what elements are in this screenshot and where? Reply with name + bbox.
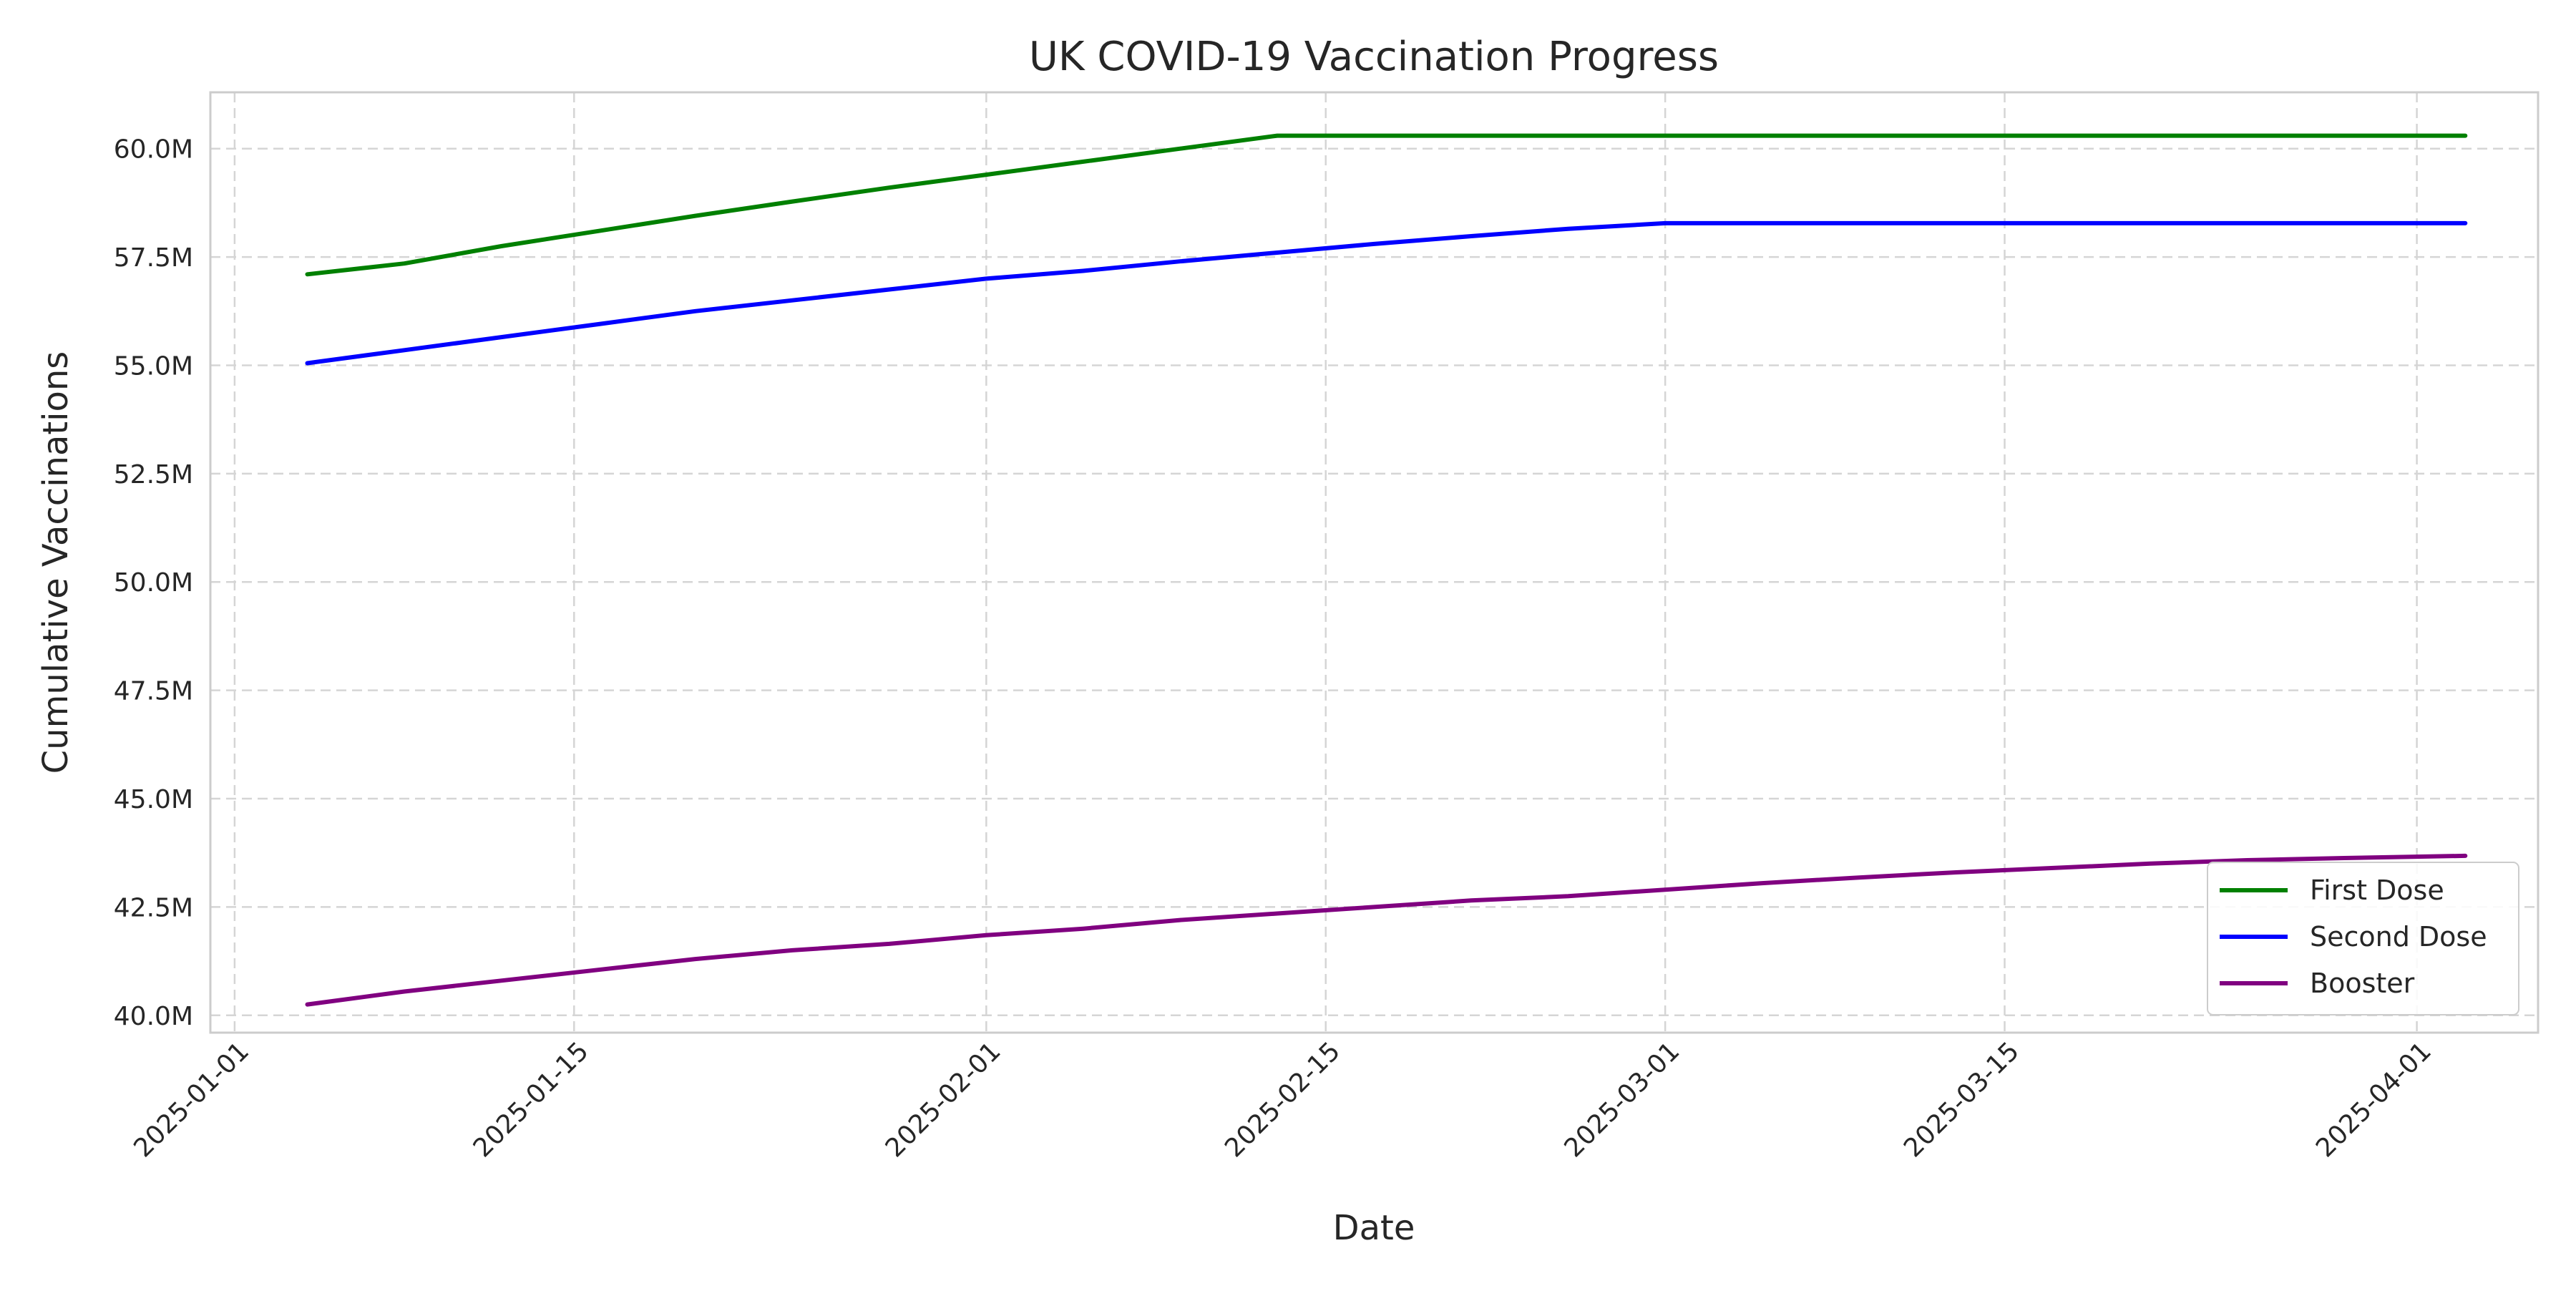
legend-label: Second Dose (2310, 921, 2487, 953)
y-tick-label: 42.5M (114, 893, 193, 922)
y-tick-label: 47.5M (114, 677, 193, 706)
series-line-booster (305, 853, 2468, 1007)
x-tick-labels: 2025-01-01 2025-01-15 2025-02-01 2025-02-15… (128, 1036, 2437, 1163)
y-tick-label: 50.0M (114, 568, 193, 598)
legend: First Dose Second Dose Booster (2207, 862, 2519, 1015)
legend-label: Booster (2310, 968, 2415, 999)
legend-box (2207, 862, 2519, 1015)
y-tick-label: 52.5M (114, 460, 193, 489)
x-tick-label: 2025-02-01 (880, 1036, 1007, 1163)
grid-layer (210, 92, 2538, 1033)
x-tick-label: 2025-01-15 (468, 1036, 595, 1163)
x-tick-label: 2025-04-01 (2311, 1036, 2437, 1163)
y-tick-label: 60.0M (114, 135, 193, 165)
y-tick-label: 55.0M (114, 351, 193, 381)
x-tick-label: 2025-01-01 (128, 1036, 255, 1163)
y-axis-label: Cumulative Vaccinations (36, 351, 76, 774)
chart-title: UK COVID-19 Vaccination Progress (1029, 34, 1719, 80)
y-tick-label: 57.5M (114, 243, 193, 273)
x-tick-label: 2025-02-15 (1219, 1036, 1346, 1163)
plot-frame (209, 91, 2540, 1034)
x-tick-label: 2025-03-01 (1559, 1036, 1686, 1163)
y-tick-label: 40.0M (114, 1002, 193, 1031)
x-axis-label: Date (1333, 1208, 1415, 1248)
y-tick-labels: 40.0M 42.5M 45.0M 47.5M 50.0M 52.5M 55.0M 57.5M… (114, 135, 193, 1031)
x-tick-label: 2025-03-15 (1898, 1036, 2025, 1163)
series-line-second-dose (305, 220, 2468, 366)
y-tick-label: 45.0M (114, 785, 193, 814)
legend-label: First Dose (2310, 875, 2444, 906)
series-line-first-dose (305, 133, 2468, 277)
series-layer (305, 133, 2468, 1007)
